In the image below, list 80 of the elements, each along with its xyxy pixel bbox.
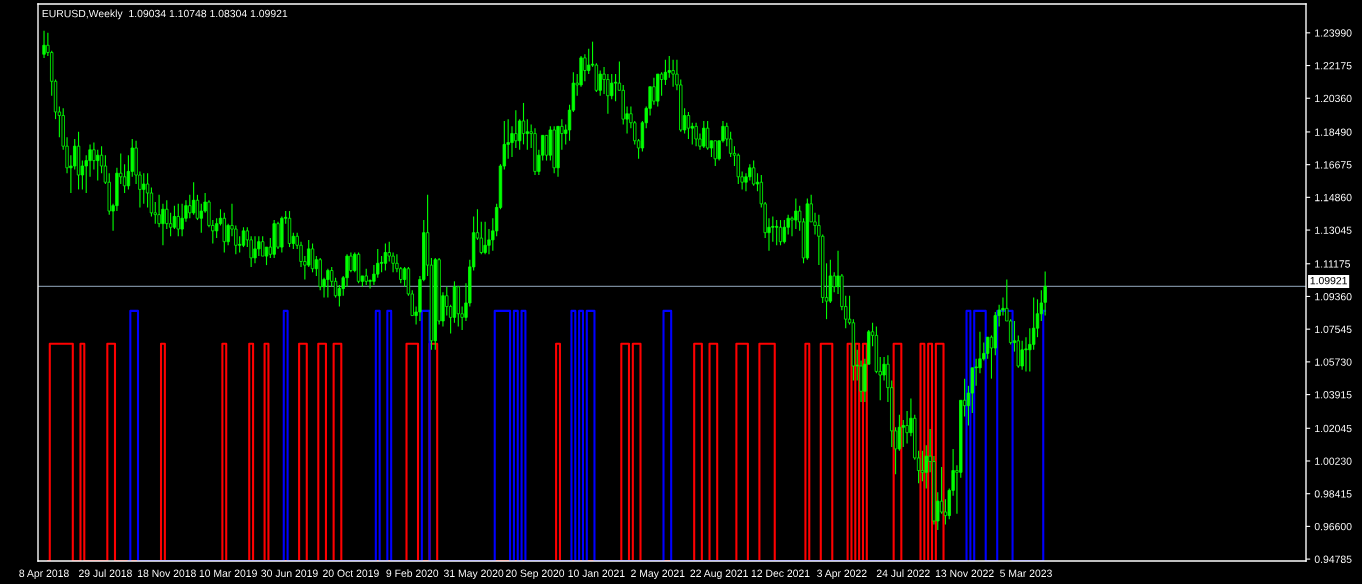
candlestick: [663, 59, 668, 86]
x-tick-label: 5 Mar 2023: [1000, 569, 1052, 577]
y-tick-label: 1.13045: [1315, 226, 1352, 234]
candlestick: [583, 53, 587, 82]
candlestick: [705, 120, 710, 151]
x-tick-label: 24 Jul 2022: [876, 569, 930, 577]
candlestick: [188, 194, 192, 219]
candlestick: [483, 221, 487, 255]
x-tick-label: 22 Aug 2021: [690, 569, 748, 580]
y-tick-label: 0.96600: [1314, 522, 1352, 531]
candlestick: [172, 205, 177, 230]
candlestick: [652, 77, 656, 106]
x-tick-label: 2 May 2021: [631, 569, 685, 580]
candlestick: [774, 219, 779, 246]
x-tick-label: 30 Jun 2019: [261, 569, 318, 577]
x-tick-label: 3 Apr 2022: [817, 569, 867, 580]
y-tick-label: 1.05730: [1315, 358, 1352, 366]
candlestick: [180, 203, 184, 237]
candlestick: [514, 109, 518, 149]
y-tick-label: 1.20360: [1315, 94, 1352, 103]
candlestick: [195, 194, 200, 221]
candlestick: [686, 111, 691, 140]
candlestick: [1020, 340, 1024, 371]
candlestick: [122, 163, 127, 194]
candlestick: [613, 73, 618, 102]
candlestick: [222, 212, 226, 254]
x-tick-label: 20 Oct 2019: [323, 569, 379, 577]
x-tick-label: 13 Nov 2022: [935, 569, 994, 577]
candlestick: [1031, 296, 1036, 351]
y-tick-label: 1.22175: [1315, 62, 1352, 70]
candlestick: [782, 219, 787, 245]
candlestick: [142, 172, 146, 205]
y-tick-label: 1.11175: [1315, 260, 1351, 268]
candlestick: [176, 203, 180, 237]
x-tick-label: 18 Nov 2018: [138, 569, 196, 577]
y-tick-label: 1.18490: [1315, 128, 1352, 136]
candlestick: [42, 30, 46, 59]
candlestick: [310, 242, 315, 273]
candlestick: [241, 226, 246, 248]
candlestick: [610, 73, 614, 100]
x-tick-label: 9 Feb 2020: [386, 569, 439, 577]
candlestick: [96, 149, 100, 181]
y-tick-label: 1.00230: [1315, 457, 1352, 465]
y-tick-label: 1.03915: [1315, 391, 1352, 399]
candlestick: [525, 118, 530, 151]
x-tick-label: 31 May 2020: [443, 569, 504, 580]
x-tick-label: 20 Sep 2020: [505, 569, 565, 580]
candlestick: [521, 102, 526, 145]
candlestick: [326, 268, 330, 299]
x-tick-label: 10 Jan 2021: [568, 569, 625, 577]
candlestick: [149, 187, 154, 218]
y-tick-label: 1.23990: [1315, 29, 1352, 37]
ref-line-label: 1.09921: [1310, 276, 1347, 285]
x-tick-label: 12 Dec 2021: [751, 569, 810, 577]
y-tick-label: 1.07545: [1315, 325, 1352, 334]
candlestick: [1024, 336, 1028, 372]
candlestick: [694, 122, 698, 147]
x-tick-label: 10 Mar 2019: [199, 569, 257, 577]
candlestick: [253, 235, 257, 264]
x-tick-label: 29 Jul 2018: [78, 569, 132, 577]
x-tick-label: 8 Apr 2018: [19, 569, 69, 580]
candlestick: [905, 410, 909, 445]
y-tick-label: 0.94785: [1314, 555, 1352, 563]
candlestick: [671, 59, 675, 88]
y-tick-label: 1.02045: [1315, 424, 1352, 433]
candlestick: [191, 181, 196, 216]
candlestick: [260, 235, 265, 257]
candlestick: [778, 219, 783, 246]
candlestick: [168, 212, 173, 237]
candlestick: [702, 120, 706, 149]
candlestick: [157, 194, 161, 228]
y-tick-label: 1.14860: [1315, 193, 1352, 202]
text: EURUSD,Weekly 1.09034 1.10748 1.08304 1.09921: [42, 9, 288, 20]
candlestick: [901, 419, 905, 448]
candlestick: [713, 140, 717, 167]
y-tick-label: 1.16675: [1315, 161, 1352, 169]
candlestick: [920, 450, 925, 482]
y-tick-label: 1.09360: [1315, 292, 1352, 301]
y-tick-label: 0.98415: [1314, 490, 1352, 498]
candlestick: [1043, 270, 1047, 317]
